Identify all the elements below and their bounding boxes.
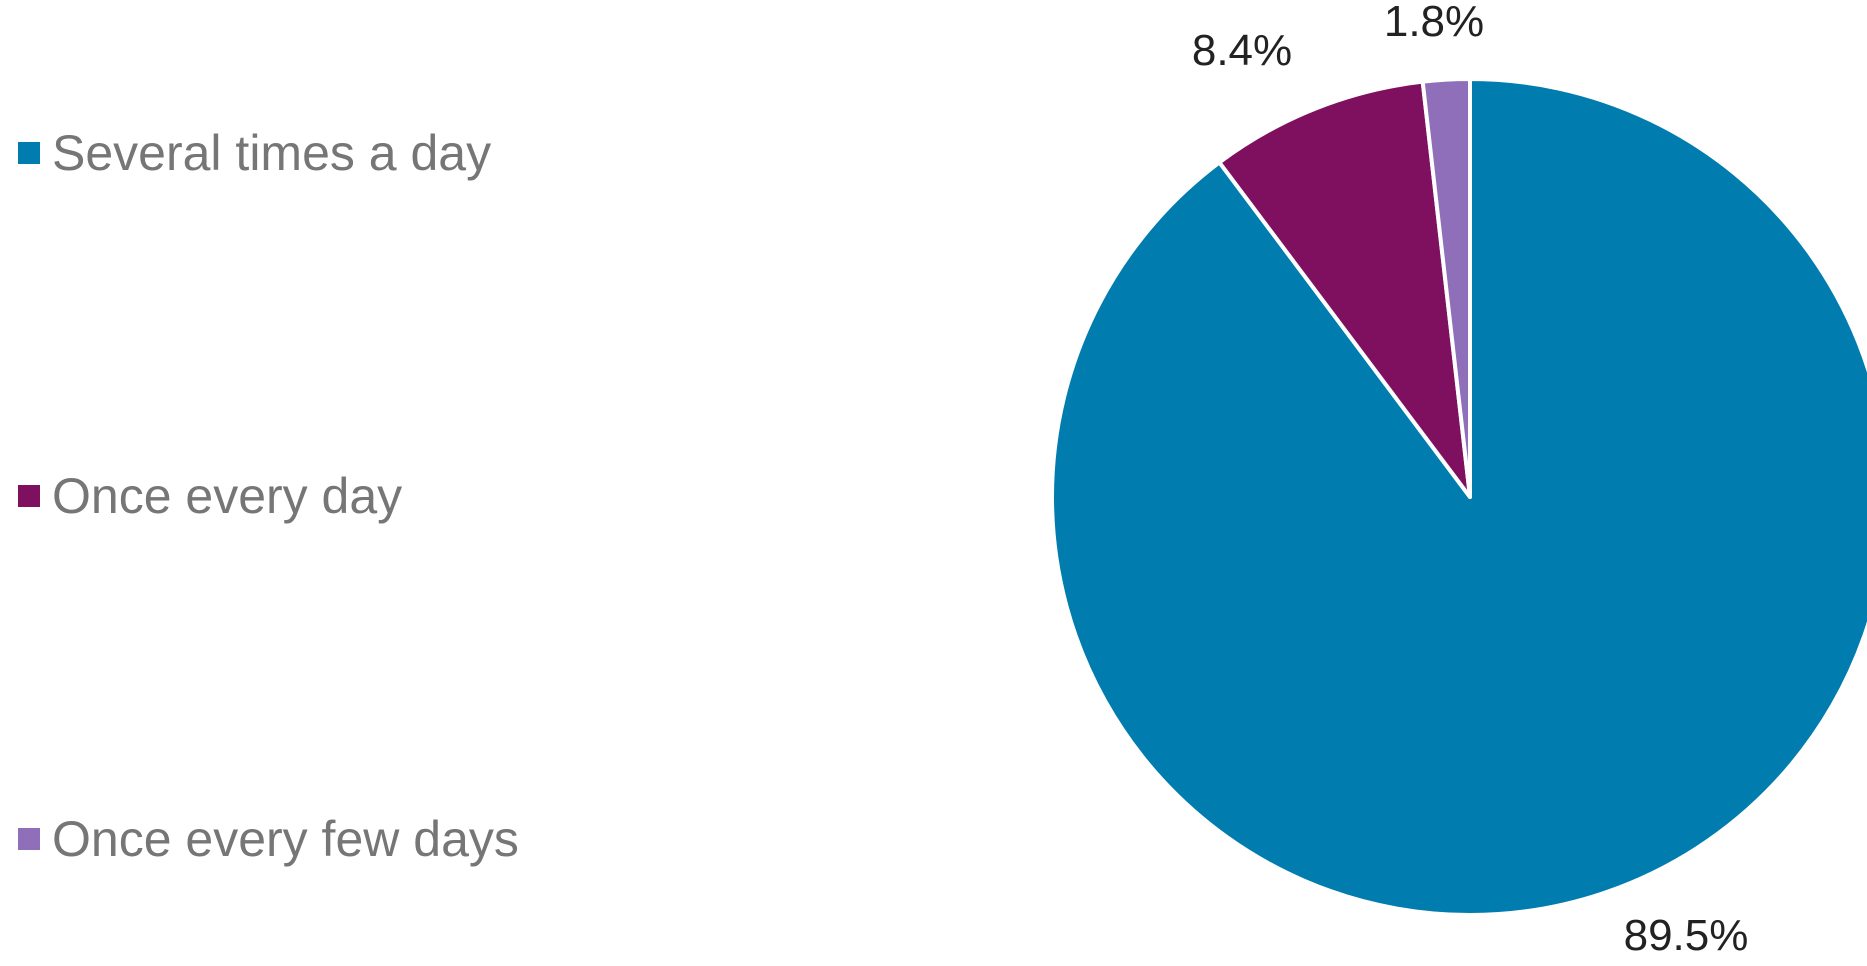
pie-data-labels: 89.5% 8.4% 1.8% [1192, 0, 1749, 960]
legend-swatch-once-every-few-days [18, 828, 40, 850]
legend-item-once-every-day: Once every day [18, 471, 402, 521]
legend-label-once-every-few-days: Once every few days [52, 811, 519, 867]
legend-item-once-every-few-days: Once every few days [18, 814, 519, 864]
legend-item-several-times-a-day: Several times a day [18, 128, 491, 178]
legend-label-several-times-a-day: Several times a day [52, 125, 492, 181]
data-label-2: 1.8% [1384, 0, 1484, 46]
pie-slice-2 [1420, 77, 1472, 499]
pie-slice-1 [1217, 79, 1472, 499]
legend-swatch-once-every-day [18, 485, 40, 507]
chart-legend: Several times a day Once every day Once … [0, 0, 700, 966]
legend-swatch-several-times-a-day [18, 142, 40, 164]
legend-label-once-every-day: Once every day [52, 468, 403, 524]
pie-slices [1050, 77, 1867, 917]
data-label-1: 8.4% [1192, 26, 1292, 75]
data-label-0: 89.5% [1624, 911, 1749, 960]
pie-slice-0 [1050, 77, 1867, 917]
